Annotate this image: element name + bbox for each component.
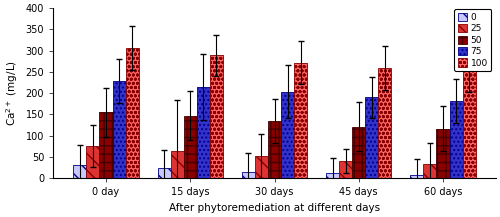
- Bar: [378, 68, 392, 178]
- Bar: [281, 92, 294, 178]
- Bar: [197, 87, 210, 178]
- Bar: [326, 173, 339, 178]
- Bar: [170, 151, 183, 178]
- Bar: [158, 168, 170, 178]
- Bar: [86, 146, 100, 178]
- X-axis label: After phytoremediation at different days: After phytoremediation at different days: [169, 203, 380, 213]
- Bar: [100, 112, 112, 178]
- Bar: [450, 101, 462, 178]
- Bar: [410, 175, 424, 178]
- Bar: [74, 166, 86, 178]
- Bar: [339, 161, 352, 178]
- Legend: 0, 25, 50, 75, 100: 0, 25, 50, 75, 100: [454, 9, 492, 71]
- Bar: [268, 121, 281, 178]
- Bar: [352, 127, 366, 178]
- Bar: [126, 48, 139, 178]
- Bar: [242, 172, 255, 178]
- Bar: [210, 55, 223, 178]
- Bar: [112, 81, 126, 178]
- Bar: [424, 164, 436, 178]
- Bar: [184, 116, 197, 178]
- Y-axis label: Ca$^{2+}$ (mg/L): Ca$^{2+}$ (mg/L): [4, 60, 20, 126]
- Bar: [294, 62, 308, 178]
- Bar: [436, 128, 450, 178]
- Bar: [462, 71, 475, 178]
- Bar: [366, 97, 378, 178]
- Bar: [255, 156, 268, 178]
